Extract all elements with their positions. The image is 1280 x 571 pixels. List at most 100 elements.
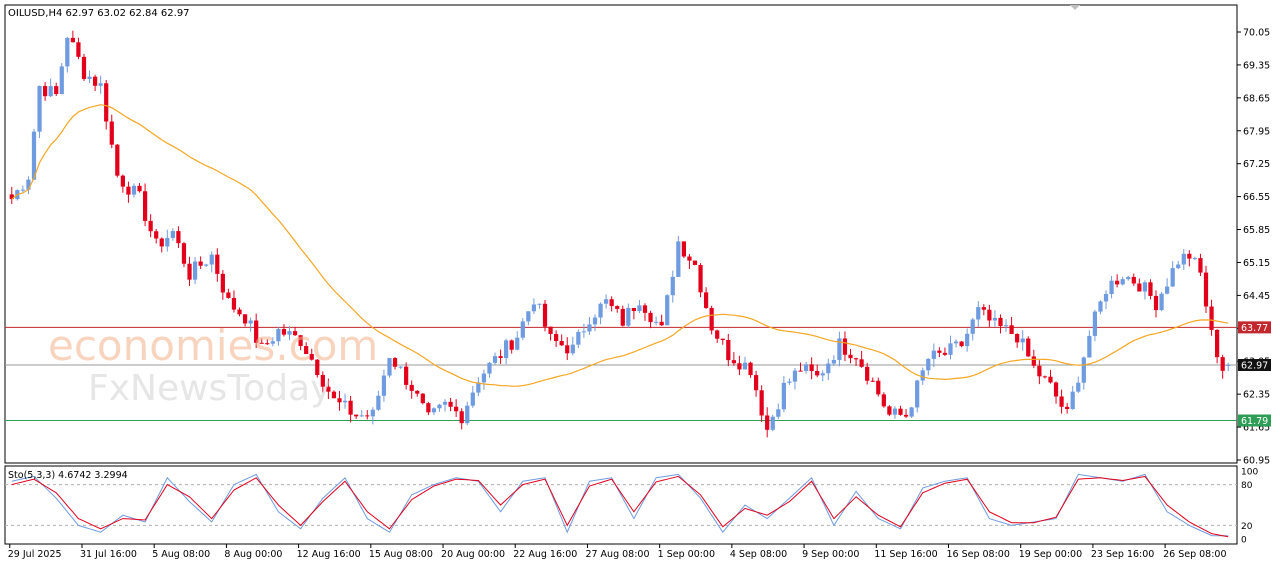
candle-body — [442, 401, 448, 405]
candle — [615, 305, 620, 313]
candle-body — [1165, 286, 1170, 294]
candle-body — [776, 409, 781, 417]
candle-body — [154, 231, 159, 239]
candle-body — [376, 395, 381, 410]
x-tick-label: 11 Sep 16:00 — [874, 549, 937, 560]
candle — [54, 82, 59, 96]
candle — [1187, 250, 1192, 267]
candle — [631, 307, 636, 320]
watermark-fxnewstoday: FxNewsToday — [88, 368, 331, 409]
candle — [1142, 280, 1148, 300]
candle-body — [1126, 276, 1131, 280]
candle-body — [848, 354, 853, 359]
candle-body — [937, 350, 942, 353]
candle-body — [237, 309, 242, 315]
candle — [359, 410, 364, 417]
candle-body — [1020, 338, 1025, 343]
candle-body — [437, 404, 442, 409]
candle-body — [903, 414, 909, 417]
candle-body — [715, 330, 720, 339]
candle-body — [765, 415, 770, 430]
candle-body — [1131, 276, 1136, 284]
candle-body — [731, 360, 736, 364]
candle — [137, 183, 142, 193]
candle-body — [298, 335, 303, 347]
level-tag-61.79 — [1238, 414, 1271, 427]
candle-body — [742, 362, 748, 370]
candle — [792, 367, 798, 390]
candle-body — [409, 384, 414, 391]
candle — [953, 339, 959, 348]
candle — [537, 303, 542, 309]
x-tick-label: 27 Aug 08:00 — [585, 549, 649, 560]
candle-body — [576, 331, 581, 345]
y-tick-label: 61.65 — [1243, 423, 1270, 434]
candle-body — [876, 380, 881, 395]
candle-body — [20, 189, 25, 191]
candle-body — [653, 321, 659, 323]
candle — [959, 340, 964, 348]
candle-body — [1220, 357, 1225, 371]
candle — [354, 414, 359, 419]
candle — [876, 377, 881, 397]
candle-body — [76, 42, 81, 57]
stoch-y-tick-label: 100 — [1241, 468, 1258, 478]
candle — [320, 371, 325, 393]
candle — [1226, 362, 1231, 372]
candle-body — [1065, 406, 1070, 410]
candle — [681, 241, 686, 259]
candle — [820, 370, 825, 382]
candle-body — [720, 338, 725, 340]
candle — [65, 36, 70, 73]
candle-body — [915, 380, 920, 408]
x-tick-label: 19 Sep 00:00 — [1019, 549, 1082, 560]
candle-body — [54, 86, 59, 95]
candle-body — [1148, 282, 1153, 296]
candle — [420, 392, 425, 405]
candle-body — [865, 366, 870, 381]
candle-body — [115, 144, 120, 176]
y-tick-label: 62.35 — [1243, 390, 1270, 401]
candle — [342, 393, 348, 409]
candle-body — [1037, 365, 1042, 377]
candle — [892, 406, 898, 419]
candle — [653, 316, 659, 326]
candle-body — [1187, 253, 1192, 259]
candle-body — [737, 363, 742, 370]
candle — [1053, 381, 1059, 404]
candle — [404, 362, 409, 390]
candle-body — [1153, 295, 1159, 311]
y-tick-label: 67.95 — [1243, 126, 1270, 137]
candle — [1087, 330, 1092, 358]
candle — [242, 313, 248, 327]
candle-body — [1048, 376, 1053, 383]
candle-body — [659, 321, 664, 326]
candle — [120, 174, 125, 193]
candle-body — [581, 331, 587, 333]
candle-body — [798, 370, 803, 372]
candle-body — [126, 186, 131, 195]
candle — [748, 361, 753, 378]
candle — [1081, 356, 1086, 390]
candle — [809, 357, 814, 380]
x-tick-label: 29 Jul 2025 — [8, 549, 62, 560]
candle — [370, 407, 375, 425]
candle-body — [781, 382, 786, 410]
candle-body — [637, 305, 642, 312]
candle — [431, 407, 437, 416]
candle — [937, 347, 942, 358]
level-tag-63.77 — [1238, 321, 1271, 334]
candle — [787, 378, 792, 385]
candle-body — [687, 256, 692, 261]
candle — [1015, 333, 1020, 348]
candle — [387, 357, 392, 378]
candle — [192, 257, 198, 285]
candle — [998, 314, 1003, 334]
candle-body — [520, 321, 525, 338]
candle-body — [598, 303, 603, 318]
candle — [1020, 330, 1025, 351]
candle-body — [587, 324, 592, 332]
candle-body — [259, 342, 264, 344]
candle — [437, 403, 442, 412]
